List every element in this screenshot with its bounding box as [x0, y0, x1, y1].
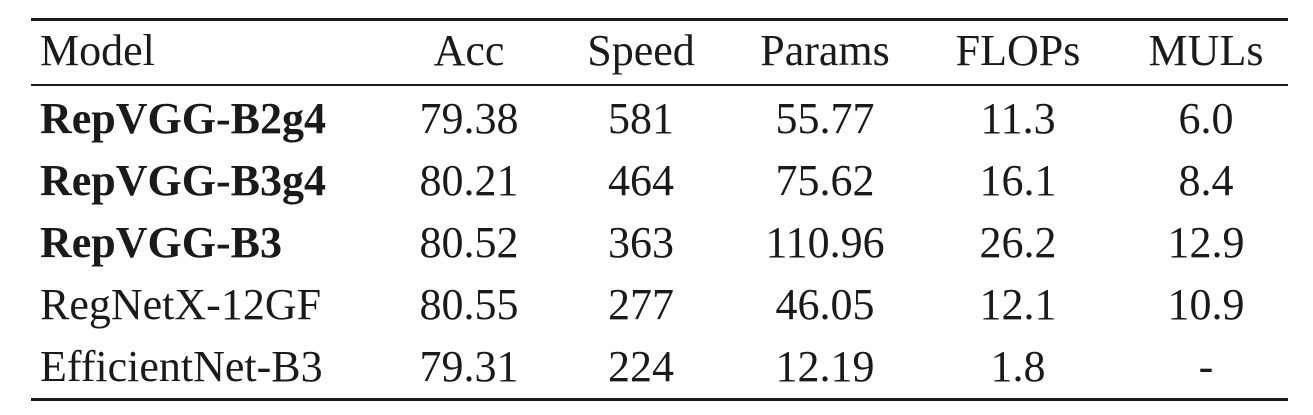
- table-row: RepVGG-B2g4 79.38 581 55.77 11.3 6.0: [0, 88, 1313, 150]
- muls-value: 12.9: [1167, 218, 1245, 267]
- model-name: RepVGG-B3: [40, 218, 282, 267]
- flops-value: 11.3: [980, 94, 1056, 143]
- muls-value: 6.0: [1178, 94, 1234, 143]
- header-rule: [31, 84, 1288, 86]
- header-flops: FLOPs: [955, 26, 1081, 75]
- params-value: 12.19: [775, 342, 875, 391]
- params-value: 110.96: [765, 218, 885, 267]
- model-name: RepVGG-B2g4: [40, 94, 326, 143]
- header-model: Model: [40, 26, 155, 75]
- speed-value: 581: [608, 94, 674, 143]
- table-row: RegNetX-12GF 80.55 277 46.05 12.1 10.9: [0, 274, 1313, 336]
- table-row: RepVGG-B3 80.52 363 110.96 26.2 12.9: [0, 212, 1313, 274]
- flops-value: 1.8: [990, 342, 1046, 391]
- params-value: 46.05: [775, 280, 875, 329]
- flops-value: 26.2: [979, 218, 1057, 267]
- acc-value: 80.55: [419, 280, 519, 329]
- muls-value: -: [1198, 342, 1214, 391]
- header-muls: MULs: [1148, 26, 1264, 75]
- bottom-rule: [31, 398, 1288, 401]
- flops-value: 16.1: [979, 156, 1057, 205]
- speed-value: 464: [608, 156, 674, 205]
- muls-value: 8.4: [1178, 156, 1234, 205]
- header-acc: Acc: [433, 26, 505, 75]
- acc-value: 79.31: [419, 342, 519, 391]
- header-speed: Speed: [587, 26, 695, 75]
- speed-value: 224: [608, 342, 674, 391]
- acc-value: 79.38: [419, 94, 519, 143]
- muls-value: 10.9: [1167, 280, 1245, 329]
- table-row: RepVGG-B3g4 80.21 464 75.62 16.1 8.4: [0, 150, 1313, 212]
- speed-value: 277: [608, 280, 674, 329]
- params-value: 75.62: [775, 156, 875, 205]
- acc-value: 80.21: [419, 156, 519, 205]
- flops-value: 12.1: [979, 280, 1057, 329]
- header-row: Model Acc Speed Params FLOPs MULs: [0, 20, 1313, 82]
- table-row: EfficientNet-B3 79.31 224 12.19 1.8 -: [0, 336, 1313, 398]
- model-name: RepVGG-B3g4: [40, 156, 326, 205]
- header-params: Params: [760, 26, 890, 75]
- model-name: RegNetX-12GF: [40, 280, 322, 329]
- params-value: 55.77: [775, 94, 875, 143]
- model-name: EfficientNet-B3: [40, 342, 323, 391]
- top-rule: [31, 18, 1288, 21]
- acc-value: 80.52: [419, 218, 519, 267]
- speed-value: 363: [608, 218, 674, 267]
